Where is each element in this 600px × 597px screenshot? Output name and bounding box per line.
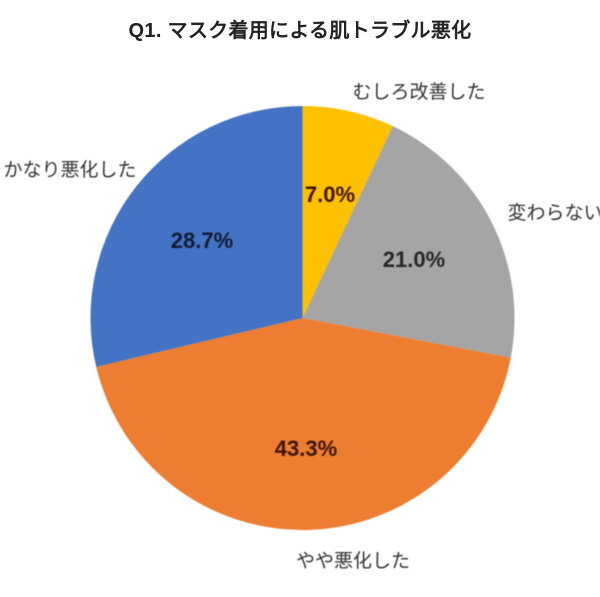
svg-text:むしろ改善した: むしろ改善した bbox=[352, 81, 485, 103]
svg-text:かなり悪化した: かなり悪化した bbox=[3, 159, 136, 181]
svg-text:やや悪化した: やや悪化した bbox=[296, 550, 410, 572]
svg-text:21.0%: 21.0% bbox=[383, 247, 445, 272]
svg-text:変わらない: 変わらない bbox=[507, 202, 600, 224]
